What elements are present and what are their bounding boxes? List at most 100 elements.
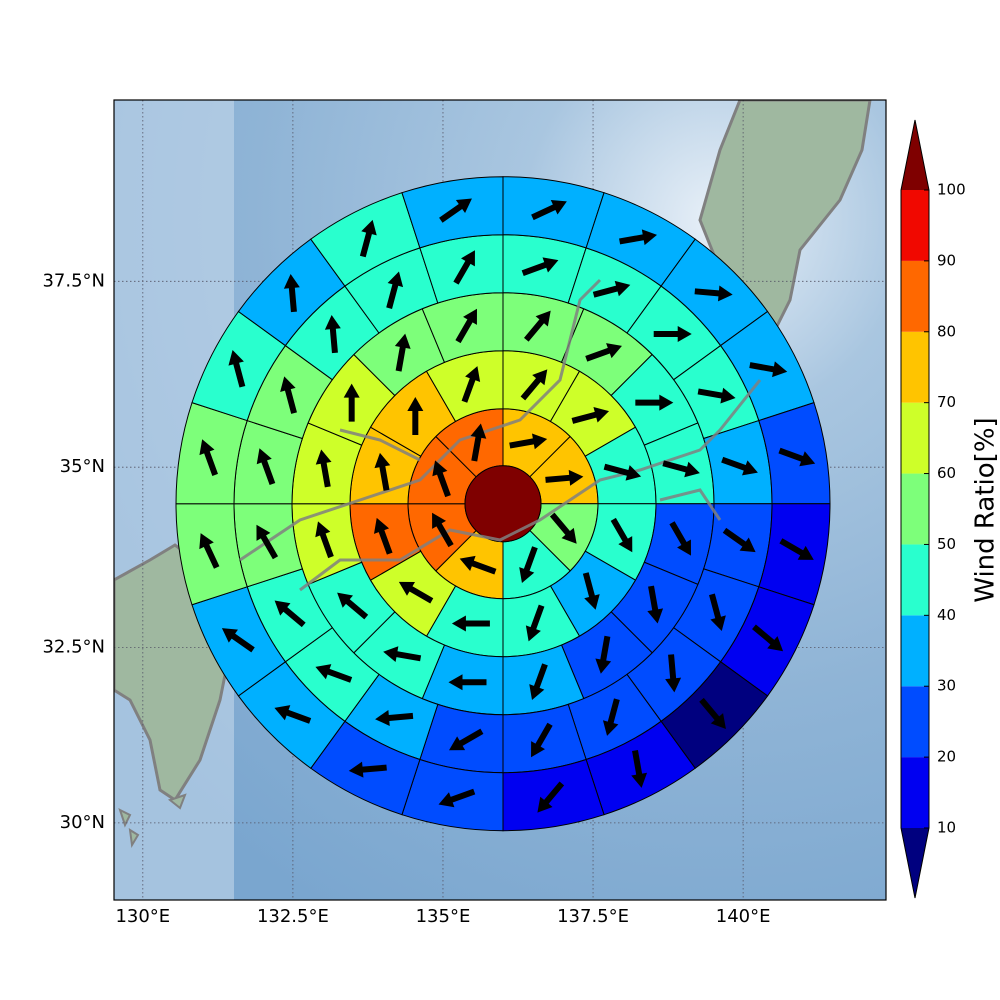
- wind-arrow: [523, 310, 551, 342]
- colorbar-tick-label: 60: [937, 464, 956, 482]
- wind-arrow: [324, 315, 341, 354]
- y-tick-label: 32.5°N: [42, 637, 105, 658]
- colorbar-bin: [901, 686, 929, 758]
- wind-arrow: [631, 749, 648, 788]
- wind-arrow: [662, 460, 700, 478]
- wind-arrow: [274, 600, 306, 628]
- colorbar-label: Wind Ratio[%]: [971, 417, 1000, 602]
- wind-arrow: [520, 369, 548, 401]
- wind-arrow: [699, 697, 726, 729]
- wind-arrow: [653, 325, 692, 342]
- wind-arrow: [571, 406, 610, 424]
- wind-arrow: [407, 397, 424, 436]
- colorbar-bin: [901, 473, 929, 545]
- colorbar-tick-label: 90: [937, 251, 956, 269]
- wind-arrow: [697, 387, 736, 404]
- wind-arrow: [455, 308, 477, 344]
- wind-arrow: [778, 447, 816, 467]
- wind-arrow: [610, 517, 633, 553]
- wind-arrow: [438, 788, 476, 808]
- colorbar-tick-label: 80: [937, 322, 956, 340]
- wind-arrow: [595, 635, 612, 674]
- wind-arrows: [199, 198, 816, 813]
- wind-arrow: [709, 593, 726, 632]
- wind-arrow: [619, 229, 658, 246]
- colorbar-bin: [901, 544, 929, 616]
- wind-arrow: [374, 452, 391, 491]
- y-tick-label: 35°N: [60, 456, 105, 477]
- wind-arrow: [694, 285, 733, 302]
- y-tick-label: 30°N: [60, 812, 105, 833]
- wind-arrow: [315, 521, 334, 559]
- wind-arrow: [348, 761, 387, 778]
- wind-arrow: [582, 572, 600, 610]
- map-area: [114, 100, 886, 900]
- colorbar-tick-label: 20: [937, 748, 956, 766]
- wind-arrow: [722, 527, 756, 553]
- colorbar-under: [901, 828, 929, 898]
- wind-arrow: [453, 250, 475, 285]
- wind-arrow: [531, 200, 567, 221]
- wind-arrow: [779, 538, 814, 560]
- colorbar-tick-label: 10: [937, 819, 956, 837]
- colorbar-bin: [901, 260, 929, 332]
- wind-arrow: [439, 198, 472, 223]
- wind-arrow: [602, 698, 620, 736]
- x-tick-label: 130°E: [115, 906, 170, 927]
- colorbar-bin: [901, 190, 929, 261]
- wind-grid: [175, 176, 831, 832]
- wind-arrow: [459, 555, 497, 575]
- colorbar-over: [901, 120, 929, 190]
- wind-arrow: [531, 722, 553, 758]
- wind-arrow: [359, 219, 377, 258]
- colorbar-tick-label: 40: [937, 606, 956, 624]
- center-cell: [464, 465, 542, 543]
- wind-arrow: [647, 585, 664, 624]
- wind-arrow: [525, 604, 545, 642]
- wind-arrow: [509, 433, 548, 450]
- wind-arrow: [592, 280, 631, 298]
- wind-arrow: [603, 463, 642, 481]
- wind-arrow: [256, 448, 276, 486]
- wind-arrow: [274, 705, 312, 724]
- wind-arrow: [537, 781, 565, 813]
- wind-arrow: [256, 524, 279, 560]
- coastline: [239, 278, 762, 592]
- wind-arrow: [432, 512, 454, 548]
- wind-arrow: [383, 646, 422, 663]
- wind-arrow: [529, 663, 548, 701]
- wind-arrow: [386, 271, 404, 309]
- colorbar-bin: [901, 615, 929, 687]
- wind-arrow: [394, 333, 411, 372]
- wind-arrow: [228, 350, 246, 388]
- land-islands: [118, 793, 187, 848]
- colorbar-bin: [901, 402, 929, 474]
- wind-arrow: [373, 517, 393, 555]
- wind-arrow: [749, 361, 788, 378]
- wind-arrow: [199, 439, 218, 476]
- x-tick-label: 137.5°E: [557, 906, 629, 927]
- wind-arrow: [451, 615, 490, 632]
- colorbar-bin: [901, 331, 929, 403]
- wind-arrow: [343, 383, 360, 422]
- wind-arrow: [461, 366, 481, 403]
- map-frame: [113, 99, 887, 901]
- wind-arrow: [199, 533, 220, 569]
- wind-arrow: [752, 624, 784, 652]
- x-tick-label: 132.5°E: [257, 906, 329, 927]
- colorbar-tick-label: 70: [937, 393, 956, 411]
- wind-arrow: [545, 469, 584, 486]
- wind-arrow: [470, 423, 487, 462]
- wind-arrow: [280, 376, 297, 414]
- wind-arrow: [315, 664, 353, 683]
- wind-arrow: [635, 394, 674, 411]
- colorbar: 10 20 30 40 50 60 70 80 90 100: [900, 119, 966, 899]
- wind-arrow: [448, 674, 487, 691]
- wind-arrow: [549, 512, 577, 544]
- wind-arrow: [665, 654, 682, 693]
- wind-arrow: [315, 449, 332, 488]
- wind-arrow: [449, 728, 484, 751]
- wind-arrow: [432, 460, 451, 498]
- wind-arrow: [585, 343, 622, 362]
